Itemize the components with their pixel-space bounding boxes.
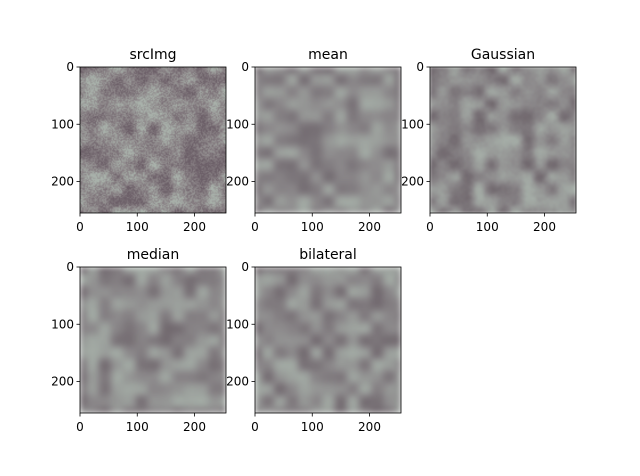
y-tick-label: 200 xyxy=(226,375,249,389)
y-tick-label: 0 xyxy=(241,260,249,274)
filtered-image xyxy=(80,267,226,413)
y-tick-label: 200 xyxy=(51,375,74,389)
x-tick-label: 0 xyxy=(76,420,84,434)
axes-frame xyxy=(79,266,227,414)
subplot-3: Gaussian 0 100 200 0 100 200 xyxy=(401,47,577,234)
y-tick-label: 0 xyxy=(416,60,424,74)
subplot-1: srcImg 0 100 200 0 100 200 xyxy=(51,47,227,234)
y-tick-label: 100 xyxy=(226,117,249,131)
x-tick-label: 200 xyxy=(183,220,206,234)
y-tick-label: 0 xyxy=(66,260,74,274)
y-tick-label: 200 xyxy=(51,175,74,189)
filtered-image xyxy=(255,267,401,413)
x-tick-label: 100 xyxy=(126,420,149,434)
subplot-5: bilateral 0 100 200 0 100 200 xyxy=(226,247,402,434)
subplot-title: bilateral xyxy=(299,247,357,263)
x-tick-label: 100 xyxy=(126,220,149,234)
y-tick-label: 0 xyxy=(241,60,249,74)
y-tick-label: 0 xyxy=(66,60,74,74)
x-tick-label: 100 xyxy=(476,220,499,234)
x-tick-label: 0 xyxy=(251,220,259,234)
y-tick-label: 200 xyxy=(226,175,249,189)
y-tick-label: 200 xyxy=(401,175,424,189)
y-tick-label: 100 xyxy=(51,317,74,331)
x-tick-label: 100 xyxy=(301,220,324,234)
x-tick-label: 200 xyxy=(358,420,381,434)
subplot-4: median 0 100 200 0 100 200 xyxy=(51,247,227,434)
subplot-title: srcImg xyxy=(129,47,176,63)
filtered-image xyxy=(430,67,576,213)
y-tick-label: 100 xyxy=(226,317,249,331)
subplot-2: mean 0 100 200 0 100 200 xyxy=(226,47,402,234)
x-tick-label: 200 xyxy=(358,220,381,234)
y-tick-label: 100 xyxy=(51,117,74,131)
x-tick-label: 0 xyxy=(251,420,259,434)
x-tick-label: 100 xyxy=(301,420,324,434)
subplot-title: Gaussian xyxy=(471,47,535,63)
y-tick-label: 100 xyxy=(401,117,424,131)
subplot-title: mean xyxy=(308,47,348,63)
filtered-image xyxy=(80,67,226,213)
filtered-image xyxy=(255,67,401,213)
x-tick-label: 0 xyxy=(76,220,84,234)
axes-frame xyxy=(79,66,227,214)
axes-frame xyxy=(254,66,402,214)
x-tick-label: 0 xyxy=(426,220,434,234)
x-tick-label: 200 xyxy=(183,420,206,434)
subplot-title: median xyxy=(127,247,179,263)
x-tick-label: 200 xyxy=(533,220,556,234)
axes-frame xyxy=(254,266,402,414)
axes-frame xyxy=(429,66,577,214)
